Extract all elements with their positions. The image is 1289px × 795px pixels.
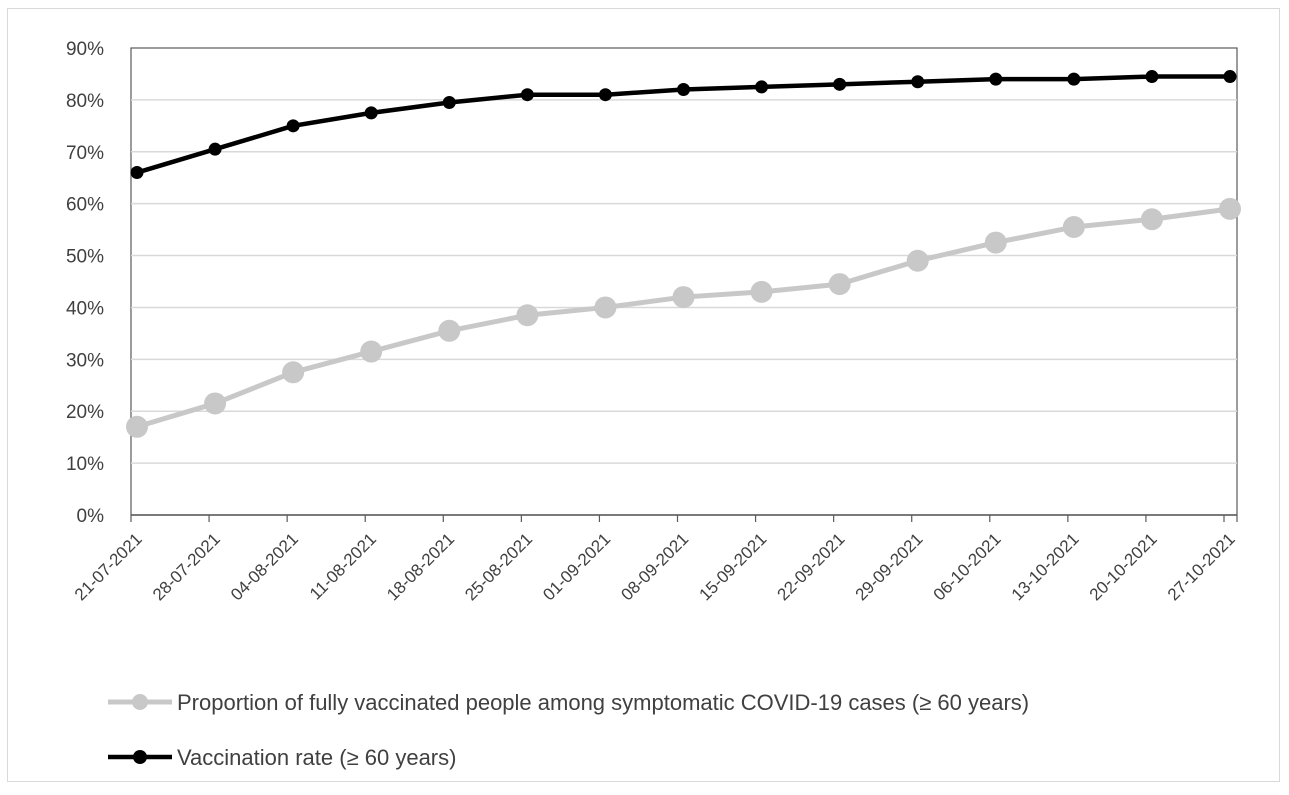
legend-label: Proportion of fully vaccinated people am… xyxy=(177,690,1029,715)
y-tick-label: 60% xyxy=(66,195,104,216)
legend-marker xyxy=(133,750,147,764)
data-point xyxy=(1219,197,1241,220)
data-point xyxy=(1223,70,1237,84)
data-point xyxy=(282,361,305,384)
data-point xyxy=(598,88,612,102)
data-point xyxy=(442,95,456,109)
data-point xyxy=(1140,208,1163,231)
series-vaccination-rate xyxy=(130,70,1237,180)
data-point xyxy=(286,119,300,133)
y-tick-label: 10% xyxy=(66,454,104,475)
chart-frame xyxy=(7,8,1280,782)
y-tick-label: 40% xyxy=(66,298,104,319)
data-point xyxy=(677,83,690,97)
y-tick-label: 70% xyxy=(66,143,104,164)
data-point xyxy=(828,273,851,296)
data-point xyxy=(360,340,383,363)
data-point xyxy=(672,286,695,309)
data-point xyxy=(594,296,617,319)
data-point xyxy=(1067,72,1081,86)
data-point xyxy=(989,72,1003,86)
data-point xyxy=(438,319,461,342)
y-tick-label: 50% xyxy=(66,247,104,268)
series-layer xyxy=(126,70,1241,438)
y-tick-label: 80% xyxy=(66,91,104,112)
data-point xyxy=(126,415,148,438)
y-tick-label: 20% xyxy=(66,402,104,423)
data-point xyxy=(906,249,929,272)
data-point xyxy=(1062,216,1085,239)
legend: Proportion of fully vaccinated people am… xyxy=(108,690,1029,770)
y-axis-ticks: 0% 10% 20% 30% 40% 50% 60% 70% 80% 90% xyxy=(66,39,104,527)
data-point xyxy=(208,142,222,156)
data-point xyxy=(520,88,534,102)
y-tick-label: 90% xyxy=(66,39,104,60)
series-proportion-vaccinated-cases xyxy=(126,197,1241,438)
data-point xyxy=(911,75,925,89)
data-point xyxy=(750,280,773,303)
legend-entry: Proportion of fully vaccinated people am… xyxy=(108,690,1029,715)
data-point xyxy=(755,80,769,94)
legend-label: Vaccination rate (≥ 60 years) xyxy=(177,745,456,770)
data-point xyxy=(833,77,847,91)
data-point xyxy=(364,106,378,120)
data-point xyxy=(204,392,227,415)
y-tick-label: 0% xyxy=(77,506,105,527)
data-point xyxy=(130,166,144,180)
y-tick-label: 30% xyxy=(66,350,104,371)
data-point xyxy=(516,304,539,327)
data-point xyxy=(1145,70,1159,84)
data-point xyxy=(984,231,1007,254)
legend-entry: Vaccination rate (≥ 60 years) xyxy=(108,745,456,770)
legend-marker xyxy=(132,694,148,710)
x-axis xyxy=(130,514,1238,522)
